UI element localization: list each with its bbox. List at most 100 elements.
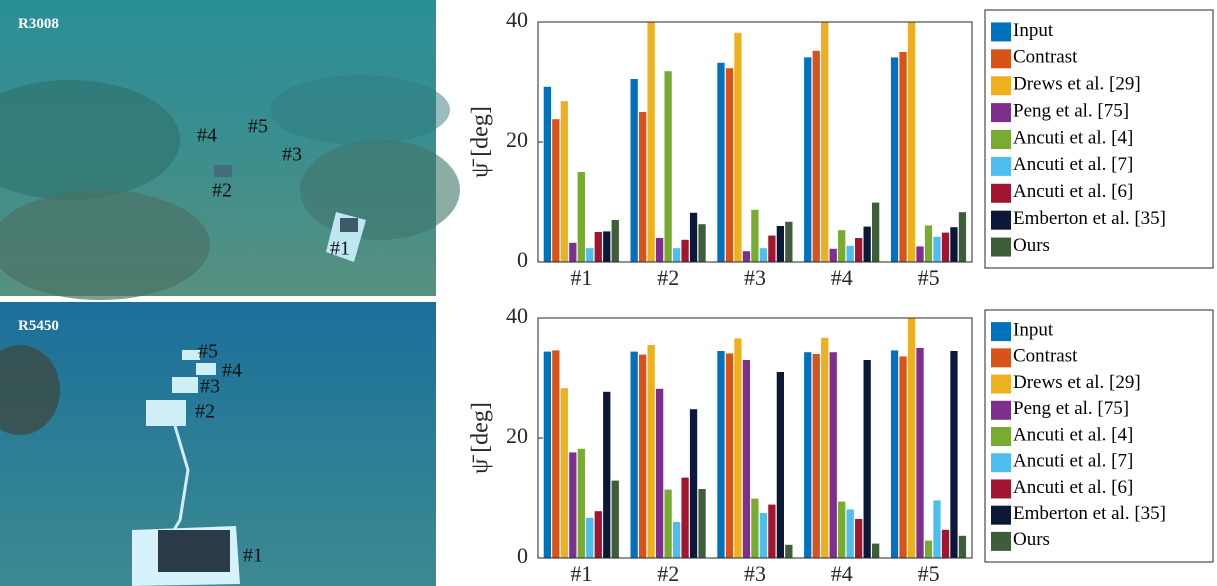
legend-swatch [991,322,1011,342]
y-tick-label: 0 [517,543,528,568]
legend-swatch [991,49,1011,69]
bar [552,119,560,262]
bar [941,529,950,558]
bar [821,337,829,558]
bar [907,22,916,262]
legend-label: Ancuti et al. [4] [1013,424,1133,445]
photo-label: R5450 [18,318,59,334]
legend-swatch [991,479,1011,499]
bar [899,356,907,558]
legend-swatch [991,453,1011,473]
bar [655,238,664,262]
y-axis-label: ψ̄ [deg] [468,106,494,178]
bar [664,489,672,558]
bar [958,535,967,558]
photo-marker: #1 [330,238,350,260]
bar [594,511,602,558]
bar [958,212,967,262]
bar [689,212,698,262]
y-tick-label: 40 [506,7,528,32]
x-tick-label: #2 [657,561,679,586]
bar [577,448,585,558]
legend-label: Ancuti et al. [6] [1013,181,1133,202]
bar [933,500,941,558]
bar [734,32,742,262]
photo-marker: #3 [200,376,220,398]
bar [768,235,776,262]
legend-label: Input [1013,20,1054,41]
bar [560,101,568,262]
photo [0,0,460,300]
photo-label: R3008 [18,16,59,32]
bar [586,248,594,262]
bar [846,509,854,558]
photo-marker: #4 [197,125,217,147]
bar [543,351,551,558]
legend-swatch [991,183,1011,203]
legend-label: Ancuti et al. [6] [1013,477,1133,498]
legend-label: Emberton et al. [35] [1013,208,1166,229]
legend-swatch [991,531,1011,551]
bar [630,79,638,262]
bar [630,351,638,558]
bar [768,504,776,558]
bar [586,517,594,558]
legend-label: Input [1013,319,1054,340]
photo-marker: #5 [248,116,268,138]
legend-label: Ancuti et al. [7] [1013,154,1133,175]
x-tick-label: #1 [570,561,592,586]
bar [759,513,768,558]
photo [0,302,436,586]
bar [812,50,820,262]
bar [664,71,672,262]
photo-marker: #5 [198,341,218,363]
x-tick-label: #3 [744,265,766,290]
bar [838,501,846,558]
axes-box [537,317,973,559]
bar [950,227,958,262]
bar [838,230,846,262]
bar [751,209,759,262]
bar [543,86,551,262]
bar [577,172,585,262]
bar [751,498,759,558]
bar [725,68,734,262]
bar [933,236,941,262]
bar [950,351,958,558]
x-tick-label: #1 [570,265,592,290]
bar [846,245,854,262]
bar [717,351,725,558]
legend-label: Emberton et al. [35] [1013,503,1166,524]
legend-swatch [991,210,1011,230]
bar [647,22,655,262]
bar [655,388,664,558]
bar [611,220,619,262]
photo-marker: #4 [222,360,242,382]
bar [924,540,933,558]
bar [717,62,725,262]
legend-label: Drews et al. [29] [1013,372,1141,393]
photo-marker: #3 [282,144,302,166]
bar [812,354,820,558]
legend-label: Peng et al. [75] [1013,100,1129,121]
y-tick-label: 0 [517,247,528,272]
legend-label: Contrast [1013,47,1078,68]
y-tick-label: 40 [506,303,528,328]
bar [552,350,560,558]
photo-marker: #2 [195,401,215,423]
legend-swatch [991,103,1011,123]
legend-swatch [991,237,1011,257]
bar [560,388,568,558]
bar [941,232,950,262]
bar [785,544,793,558]
legend-box [984,309,1214,563]
y-tick-label: 20 [506,127,528,152]
bar [734,338,742,558]
legend-swatch [991,348,1011,368]
bar [725,353,734,558]
legend-box [984,9,1214,269]
legend-label: Ours [1013,529,1050,550]
y-axis-label: ψ̄ [deg] [468,402,494,474]
legend-swatch [991,156,1011,176]
